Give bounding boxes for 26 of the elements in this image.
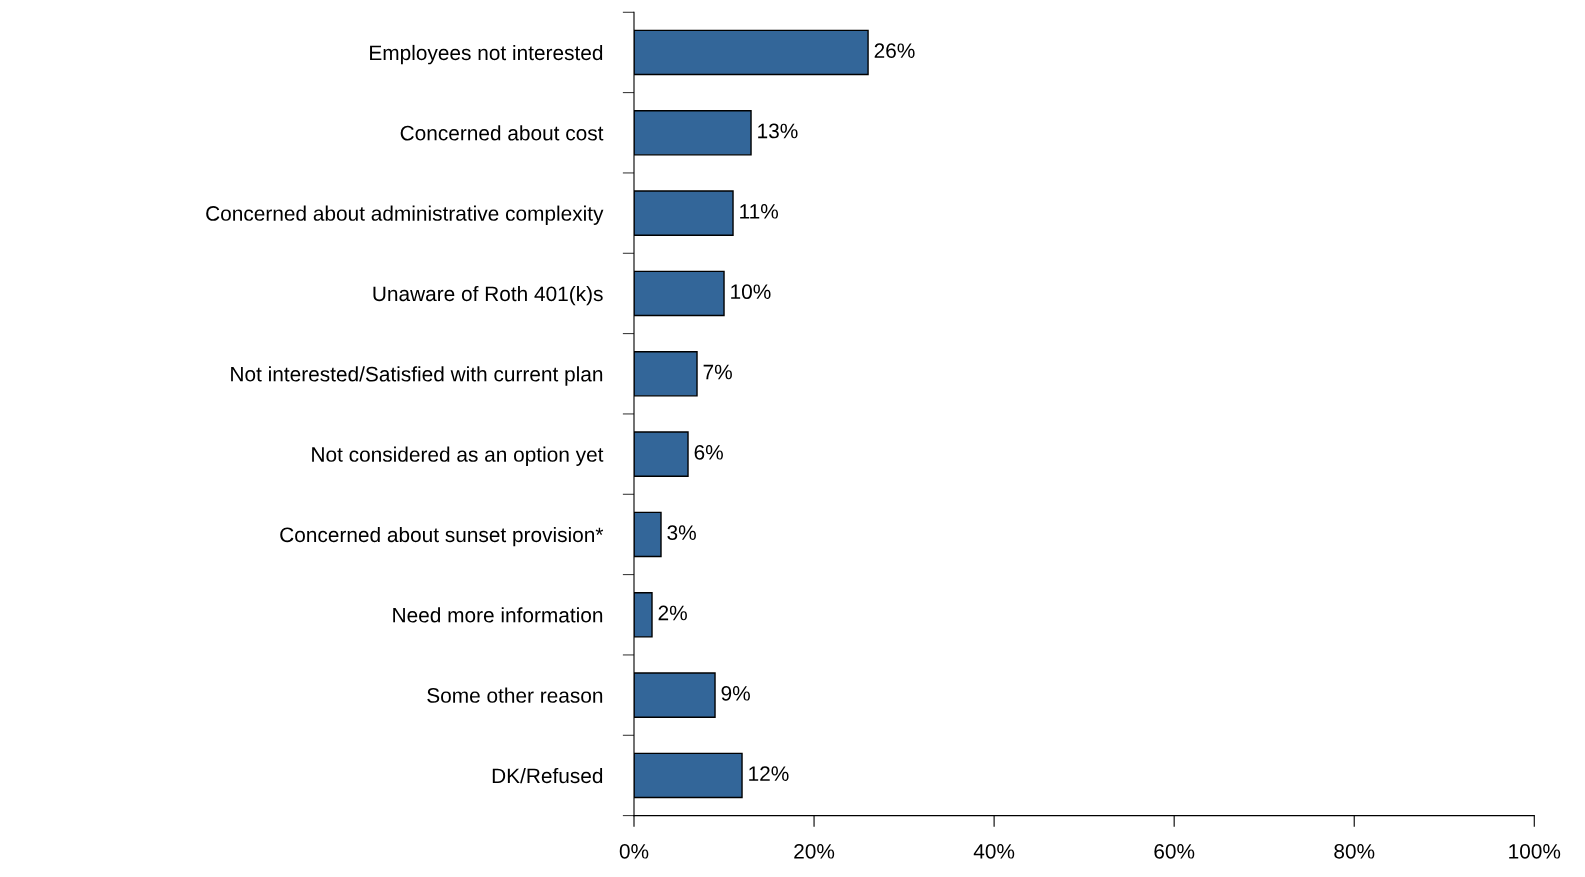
data-label: 6% xyxy=(694,444,723,460)
y-tick-label: Some other reason xyxy=(427,687,603,703)
data-label: 13% xyxy=(758,123,798,139)
x-tick-label: 0% xyxy=(619,843,649,859)
y-tick-label: Need more information xyxy=(393,607,603,623)
y-tick-label: Concerned about administrative complexity xyxy=(206,205,604,225)
y-tick-label: DK/Refused xyxy=(492,767,603,784)
data-label: 9% xyxy=(721,685,750,701)
y-tick-label: Not considered as an option yet xyxy=(312,446,604,466)
x-tick-label: 40% xyxy=(973,843,1015,859)
y-tick-label: Concerned about sunset provision* xyxy=(280,526,604,547)
data-label: 11% xyxy=(740,204,779,219)
x-tick-label: 80% xyxy=(1334,843,1375,859)
y-tick-label: Unaware of Roth 401(k)s xyxy=(373,285,603,306)
data-label: 2% xyxy=(658,605,687,621)
data-label: 10% xyxy=(731,284,771,300)
data-label: 7% xyxy=(703,364,732,380)
y-tick-label: Employees not interested xyxy=(370,44,603,65)
data-label: 26% xyxy=(874,43,915,59)
data-label: 12% xyxy=(749,766,789,781)
y-tick-label: Concerned about cost xyxy=(400,125,604,141)
data-label: 3% xyxy=(667,525,696,541)
x-tick-label: 100% xyxy=(1509,843,1561,859)
x-tick-label: 60% xyxy=(1154,843,1195,859)
x-tick-label: 20% xyxy=(794,843,835,859)
y-tick-label: Not interested/Satisfied with current plan xyxy=(231,366,603,386)
